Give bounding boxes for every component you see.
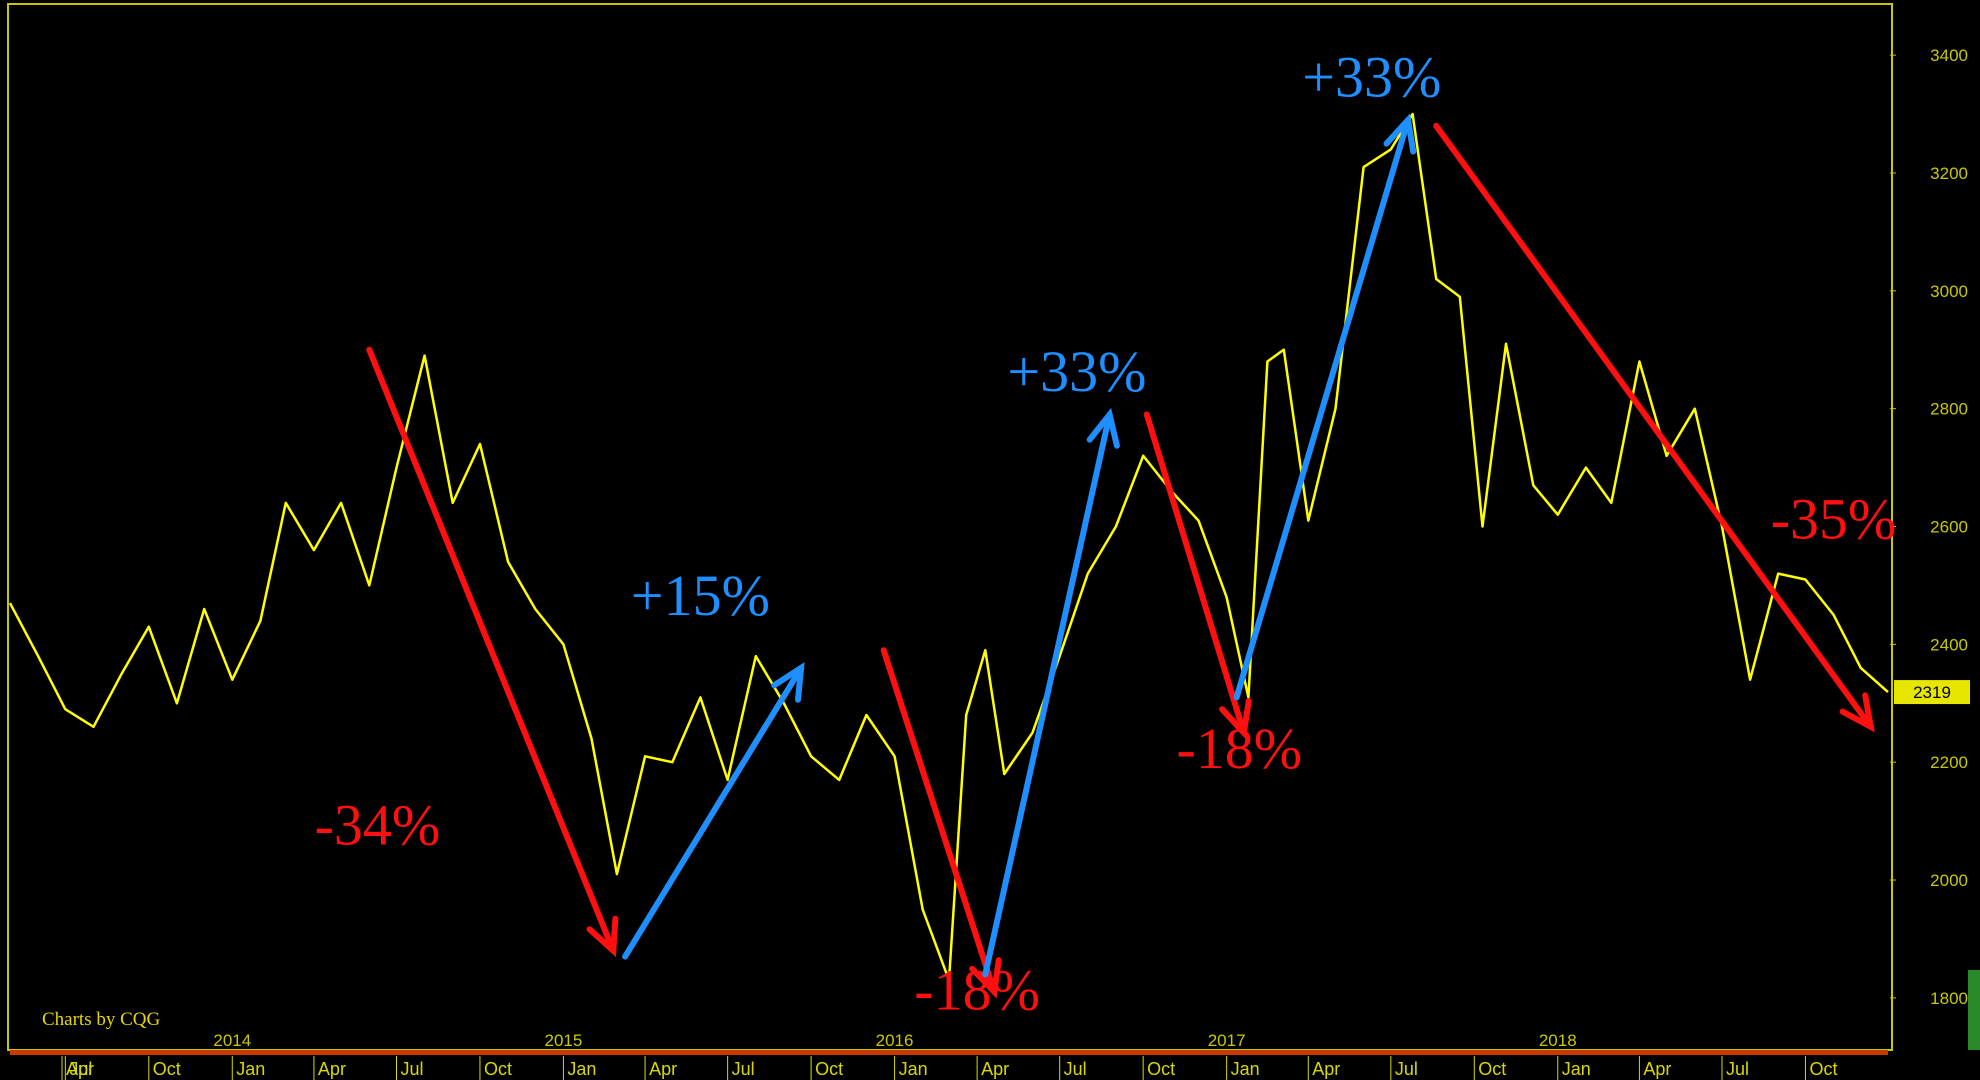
y-tick-label: 1800 (1930, 989, 1968, 1008)
month-tick-label: Jan (899, 1059, 928, 1079)
y-tick-label: 2400 (1930, 635, 1968, 654)
y-tick-label: 3400 (1930, 46, 1968, 65)
month-tick-label: Jul (400, 1059, 423, 1079)
annotations: -34% +15% -18% +33% -18% +33% -35% (315, 44, 1897, 1022)
last-value-text: 2319 (1913, 683, 1951, 702)
arrow-shaft (1433, 122, 1874, 730)
arrow-head (1839, 692, 1875, 733)
month-tick-label: Apr (66, 1059, 94, 1079)
percent-change-label: +15% (631, 563, 770, 628)
arrow-shaft (366, 346, 617, 954)
y-tick-label: 3000 (1930, 282, 1968, 301)
month-tick-label: Jan (1562, 1059, 1591, 1079)
arrow-shaft (1233, 116, 1412, 701)
last-value-badge: 2319 (1894, 680, 1970, 705)
percent-change-label: +33% (1302, 44, 1441, 109)
month-tick-label: Apr (981, 1059, 1009, 1079)
rally-arrow: +33% (982, 339, 1146, 978)
year-tick-label: 2015 (545, 1031, 583, 1050)
decline-arrow: -35% (1433, 122, 1897, 733)
y-axis: 3400 3200 3000 2800 2600 2400 2200 2000 1800 (1890, 46, 1968, 1008)
y-tick-label: 2000 (1930, 871, 1968, 890)
y-tick-label: 2200 (1930, 753, 1968, 772)
arrow-head (969, 957, 1002, 999)
percent-change-label: -18% (914, 958, 1040, 1023)
chart-credit: Charts by CQG (42, 1009, 161, 1030)
price-line (8, 112, 1889, 982)
month-tick-label: Jul (69, 1059, 92, 1079)
price-series (8, 112, 1889, 982)
month-tick-label: Apr (318, 1059, 346, 1079)
decline-arrow: -34% (315, 346, 619, 958)
decline-arrow: -18% (1143, 411, 1302, 781)
year-tick-label: 2014 (213, 1031, 251, 1050)
rally-arrow: +33% (1233, 44, 1441, 701)
arrow-shaft (982, 411, 1113, 978)
month-tick-label: Apr (1643, 1059, 1671, 1079)
y-tick-label: 2800 (1930, 400, 1968, 419)
y-tick-label: 3200 (1930, 164, 1968, 183)
percent-change-label: -34% (315, 793, 441, 858)
year-tick-label: 2016 (876, 1031, 914, 1050)
month-tick-label: Apr (1312, 1059, 1340, 1079)
scroll-handle[interactable] (1968, 970, 1980, 1050)
month-tick-label: Jul (1395, 1059, 1418, 1079)
month-tick-label: Oct (815, 1059, 843, 1079)
percent-change-label: -35% (1771, 486, 1897, 551)
month-tick-label: Oct (153, 1059, 181, 1079)
year-tick-label: 2018 (1539, 1031, 1577, 1050)
month-tick-label: Oct (484, 1059, 512, 1079)
arrow-shaft (622, 664, 805, 960)
month-tick-label: Oct (1809, 1059, 1837, 1079)
month-tick-label: Jan (567, 1059, 596, 1079)
y-tick-label: 2600 (1930, 518, 1968, 537)
arrow-head (586, 915, 619, 958)
percent-change-label: +33% (1007, 339, 1146, 404)
time-axis-strip (10, 1050, 1888, 1055)
month-tick-label: Jan (236, 1059, 265, 1079)
month-tick-label: Oct (1147, 1059, 1175, 1079)
month-tick-label: Apr (649, 1059, 677, 1079)
percent-change-label: -18% (1176, 716, 1302, 781)
month-tick-label: Jul (1726, 1059, 1749, 1079)
arrow-head (771, 662, 805, 703)
arrow-head (1086, 407, 1120, 449)
arrow-head (1383, 113, 1417, 155)
month-tick-label: Oct (1478, 1059, 1506, 1079)
decline-arrow: -18% (880, 647, 1040, 1023)
arrow-shaft (880, 647, 998, 995)
arrow-shaft (1143, 411, 1247, 736)
month-tick-label: Jul (1064, 1059, 1087, 1079)
arrow-head (1219, 698, 1252, 740)
year-axis: 2014 2015 2016 2017 2018 (213, 1031, 1576, 1050)
month-tick-label: Jul (732, 1059, 755, 1079)
month-tick-label: Jan (1231, 1059, 1260, 1079)
year-tick-label: 2017 (1208, 1031, 1246, 1050)
rally-arrow: +15% (622, 563, 805, 960)
